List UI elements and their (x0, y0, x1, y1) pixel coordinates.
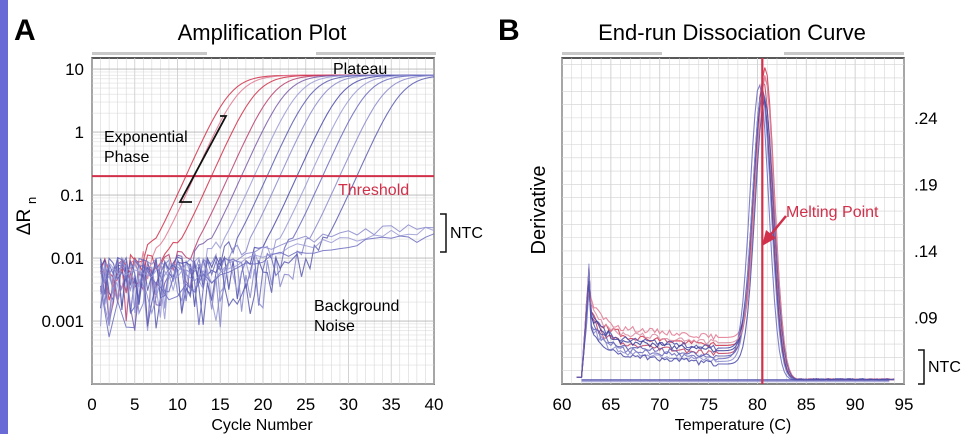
x-tick-label: 60 (553, 395, 572, 414)
panel-b-ntc-bracket (918, 349, 925, 385)
x-tick-label: 0 (87, 395, 96, 414)
melting-point-arrow-head (762, 230, 776, 246)
dissociation-curve (576, 97, 895, 381)
x-tick-label: 15 (211, 395, 230, 414)
y-tick-label: 0.01 (51, 249, 84, 268)
y-tick-label: .19 (914, 175, 938, 194)
melting-point-label: Melting Point (786, 204, 879, 221)
panel-b-series (576, 67, 895, 383)
x-tick-label: 10 (168, 395, 187, 414)
ntc-curve (100, 224, 435, 316)
amplification-curve (99, 74, 434, 326)
panel-a-letter: A (14, 14, 36, 47)
panel-a: A Amplification Plot 10 1 0.1 0.01 0.001 0 5 1… (14, 14, 483, 434)
panel-a-ntc-label: NTC (450, 225, 483, 242)
x-tick-label: 70 (650, 395, 669, 414)
x-tick-label: 5 (130, 395, 139, 414)
amplification-curve (99, 76, 435, 329)
y-tick-label: 0.1 (60, 186, 84, 205)
panel-a-xlabel: Cycle Number (211, 417, 313, 434)
y-tick-label: 10 (65, 60, 84, 79)
x-tick-label: 25 (296, 395, 315, 414)
y-tick-label: .09 (914, 308, 938, 327)
x-tick-label: 40 (425, 395, 444, 414)
panel-a-top-bar-right (316, 52, 436, 55)
x-tick-label: 85 (797, 395, 816, 414)
exponential-phase-bracket (178, 115, 228, 203)
x-tick-label: 90 (846, 395, 865, 414)
panel-b-x-tick-labels: 60 65 70 75 80 85 90 95 (553, 395, 914, 414)
x-tick-label: 95 (895, 395, 914, 414)
amplification-curve (99, 74, 434, 327)
x-tick-label: 35 (382, 395, 401, 414)
ntc-curve (100, 233, 435, 338)
panel-b-grid (561, 58, 905, 385)
panel-b-xlabel: Temperature (C) (675, 417, 791, 434)
x-tick-label: 80 (748, 395, 767, 414)
left-accent-bar (0, 0, 8, 434)
panel-b-top-bar-right (784, 52, 904, 55)
y-tick-label: 0.001 (41, 312, 84, 331)
panel-b-ntc-label: NTC (928, 359, 961, 376)
panel-b: B End-run Dissociation Curve .24 .19 .14 .0… (498, 14, 961, 434)
ntc-curve (100, 226, 435, 295)
threshold-label: Threshold (338, 182, 409, 199)
amplification-curve (99, 75, 435, 328)
background-noise-label-line2: Noise (314, 318, 355, 335)
panel-a-ylabel-main: ΔR (14, 209, 35, 235)
x-tick-label: 20 (254, 395, 273, 414)
panel-a-y-tick-labels: 10 1 0.1 0.01 0.001 (41, 60, 84, 331)
panel-b-y-tick-labels: .24 .19 .14 .09 (914, 109, 938, 328)
y-tick-label: .14 (914, 242, 938, 261)
amplification-curve (99, 74, 434, 316)
panel-b-letter: B (498, 14, 520, 47)
panel-a-ntc-bracket (440, 213, 447, 253)
panel-b-ylabel: Derivative (528, 166, 550, 255)
panel-a-x-tick-labels: 0 5 10 15 20 25 30 35 40 (87, 395, 443, 414)
exponential-label-line2: Phase (104, 149, 149, 166)
x-tick-label: 75 (699, 395, 718, 414)
y-tick-label: 1 (75, 123, 84, 142)
x-tick-label: 65 (601, 395, 620, 414)
y-tick-label: .24 (914, 109, 938, 128)
panel-a-ylabel: ΔR n (14, 197, 39, 235)
x-tick-label: 30 (339, 395, 358, 414)
panel-b-title: End-run Dissociation Curve (598, 20, 866, 45)
background-noise-label-line1: Background (314, 298, 399, 315)
panel-b-plot-area (561, 57, 905, 385)
panel-a-ylabel-sub: n (24, 197, 39, 204)
exponential-label-line1: Exponential (104, 129, 188, 146)
panel-a-title: Amplification Plot (178, 20, 347, 45)
panel-b-top-bar-left (562, 52, 662, 55)
panel-a-top-bar-left (92, 52, 207, 55)
plateau-label: Plateau (333, 61, 387, 78)
